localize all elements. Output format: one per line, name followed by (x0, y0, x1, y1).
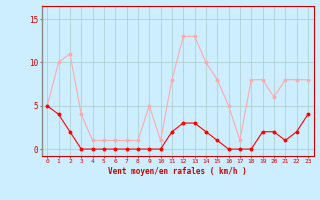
X-axis label: Vent moyen/en rafales ( km/h ): Vent moyen/en rafales ( km/h ) (108, 167, 247, 176)
